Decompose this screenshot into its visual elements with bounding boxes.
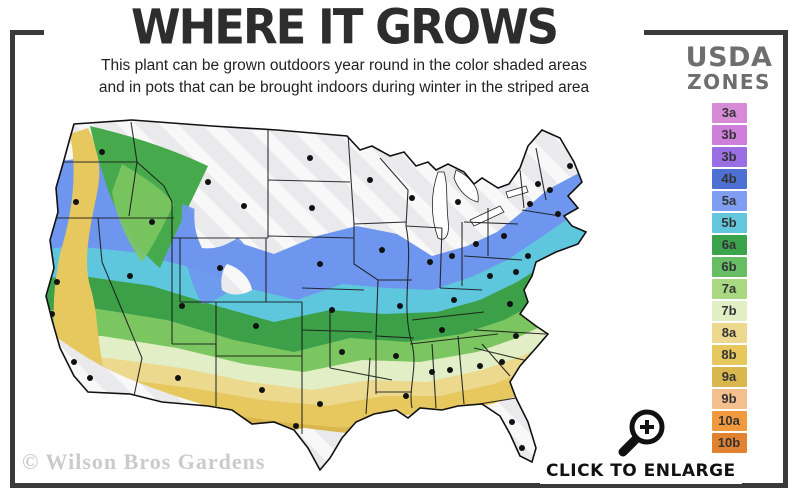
city-dot [87,375,93,381]
city-dot [519,445,525,451]
city-dot [429,369,435,375]
click-to-enlarge[interactable]: CLICK TO ENLARGE [540,406,742,484]
city-dot [379,247,385,253]
pacific-gold-strip [53,128,110,392]
colorado-striped-patch [221,264,252,295]
city-dot [393,353,399,359]
city-dot [99,149,105,155]
city-dot [367,177,373,183]
legend-zone-9a: 9a [711,367,747,387]
city-dot [487,273,493,279]
city-dot [507,301,513,307]
city-dot [241,203,247,209]
city-dot [205,179,211,185]
city-dot [455,199,461,205]
city-dot [513,333,519,339]
city-dot [535,181,541,187]
city-dot [451,297,457,303]
legend-zone-10b: 10b [711,433,747,453]
page-title: WHERE IT GROWS [130,0,559,55]
city-dot [403,393,409,399]
subtitle-line-2: and in pots that can be brought indoors … [98,79,590,97]
city-dot [397,303,403,309]
lake-michigan [432,171,449,240]
city-dot [477,363,483,369]
legend-zone-7a: 7a [711,279,747,299]
city-dot [309,205,315,211]
city-dot [149,219,155,225]
legend-heading-zones: ZONES [687,70,771,94]
city-dot [175,375,181,381]
watermark: © Wilson Bros Gardens [22,449,266,474]
subtitle-line-1: This plant can be grown outdoors year ro… [101,57,587,75]
city-dot [499,359,505,365]
city-dot [473,241,479,247]
city-dot [73,199,79,205]
lake-erie [469,205,505,227]
wyoming-striped-patch [194,199,244,249]
city-dot [547,187,553,193]
city-dot [513,269,519,275]
city-dot [409,195,415,201]
legend-zone-list: 3a 3b 3b 4b 5a 5b 6a 6b 7a 7b 8a 8b 9a 9b 10a 10b [676,103,782,453]
city-dot [317,401,323,407]
legend-zone-8b: 8b [711,345,747,365]
city-dot [293,423,299,429]
city-dot [527,201,533,207]
legend-zone-3b: 3b [711,147,747,167]
city-dot [449,253,455,259]
city-dot [567,163,573,169]
socal-striped-patch [52,334,202,410]
northwest-inner-green [112,164,174,262]
us-hardiness-zone-map[interactable] [12,104,657,482]
city-dot [447,367,453,373]
city-dot [307,155,313,161]
legend-zone-6b: 6b [711,257,747,277]
city-dots [49,149,573,451]
legend-heading-usda: USDA [685,42,773,73]
legend-zone-8a: 8a [711,323,747,343]
legend-zone-7b: 7b [711,301,747,321]
city-dot [317,261,323,267]
city-dot [127,273,133,279]
city-dot [54,279,60,285]
city-dot [501,233,507,239]
legend-zone-6a: 6a [711,235,747,255]
legend-zone-4b: 4b [711,169,747,189]
city-dot [253,323,259,329]
city-dot [71,359,77,365]
legend-zone-10a: 10a [711,411,747,431]
magnifier-plus-icon[interactable] [609,406,671,460]
legend-zone-9b: 9b [711,389,747,409]
city-dot [259,387,265,393]
usda-zones-legend: USDA ZONES 3a 3b 3b 4b 5a 5b 6a 6b 7a 7b 8a 8b 9a 9b 1… [676,44,782,455]
city-dot [217,265,223,271]
click-to-enlarge-label[interactable]: CLICK TO ENLARGE [540,460,742,484]
legend-zone-3b: 3b [711,125,747,145]
city-dot [427,259,433,265]
city-dot [439,327,445,333]
city-dot [555,211,561,217]
city-dot [339,349,345,355]
us-outline [45,119,588,472]
city-dot [179,303,185,309]
header: WHERE IT GROWS This plant can be grown o… [44,0,644,103]
city-dot [525,253,531,259]
legend-zone-5b: 5b [711,213,747,233]
city-dot [329,307,335,313]
legend-zone-3a: 3a [711,103,747,123]
city-dot [509,419,515,425]
legend-zone-5a: 5a [711,191,747,211]
